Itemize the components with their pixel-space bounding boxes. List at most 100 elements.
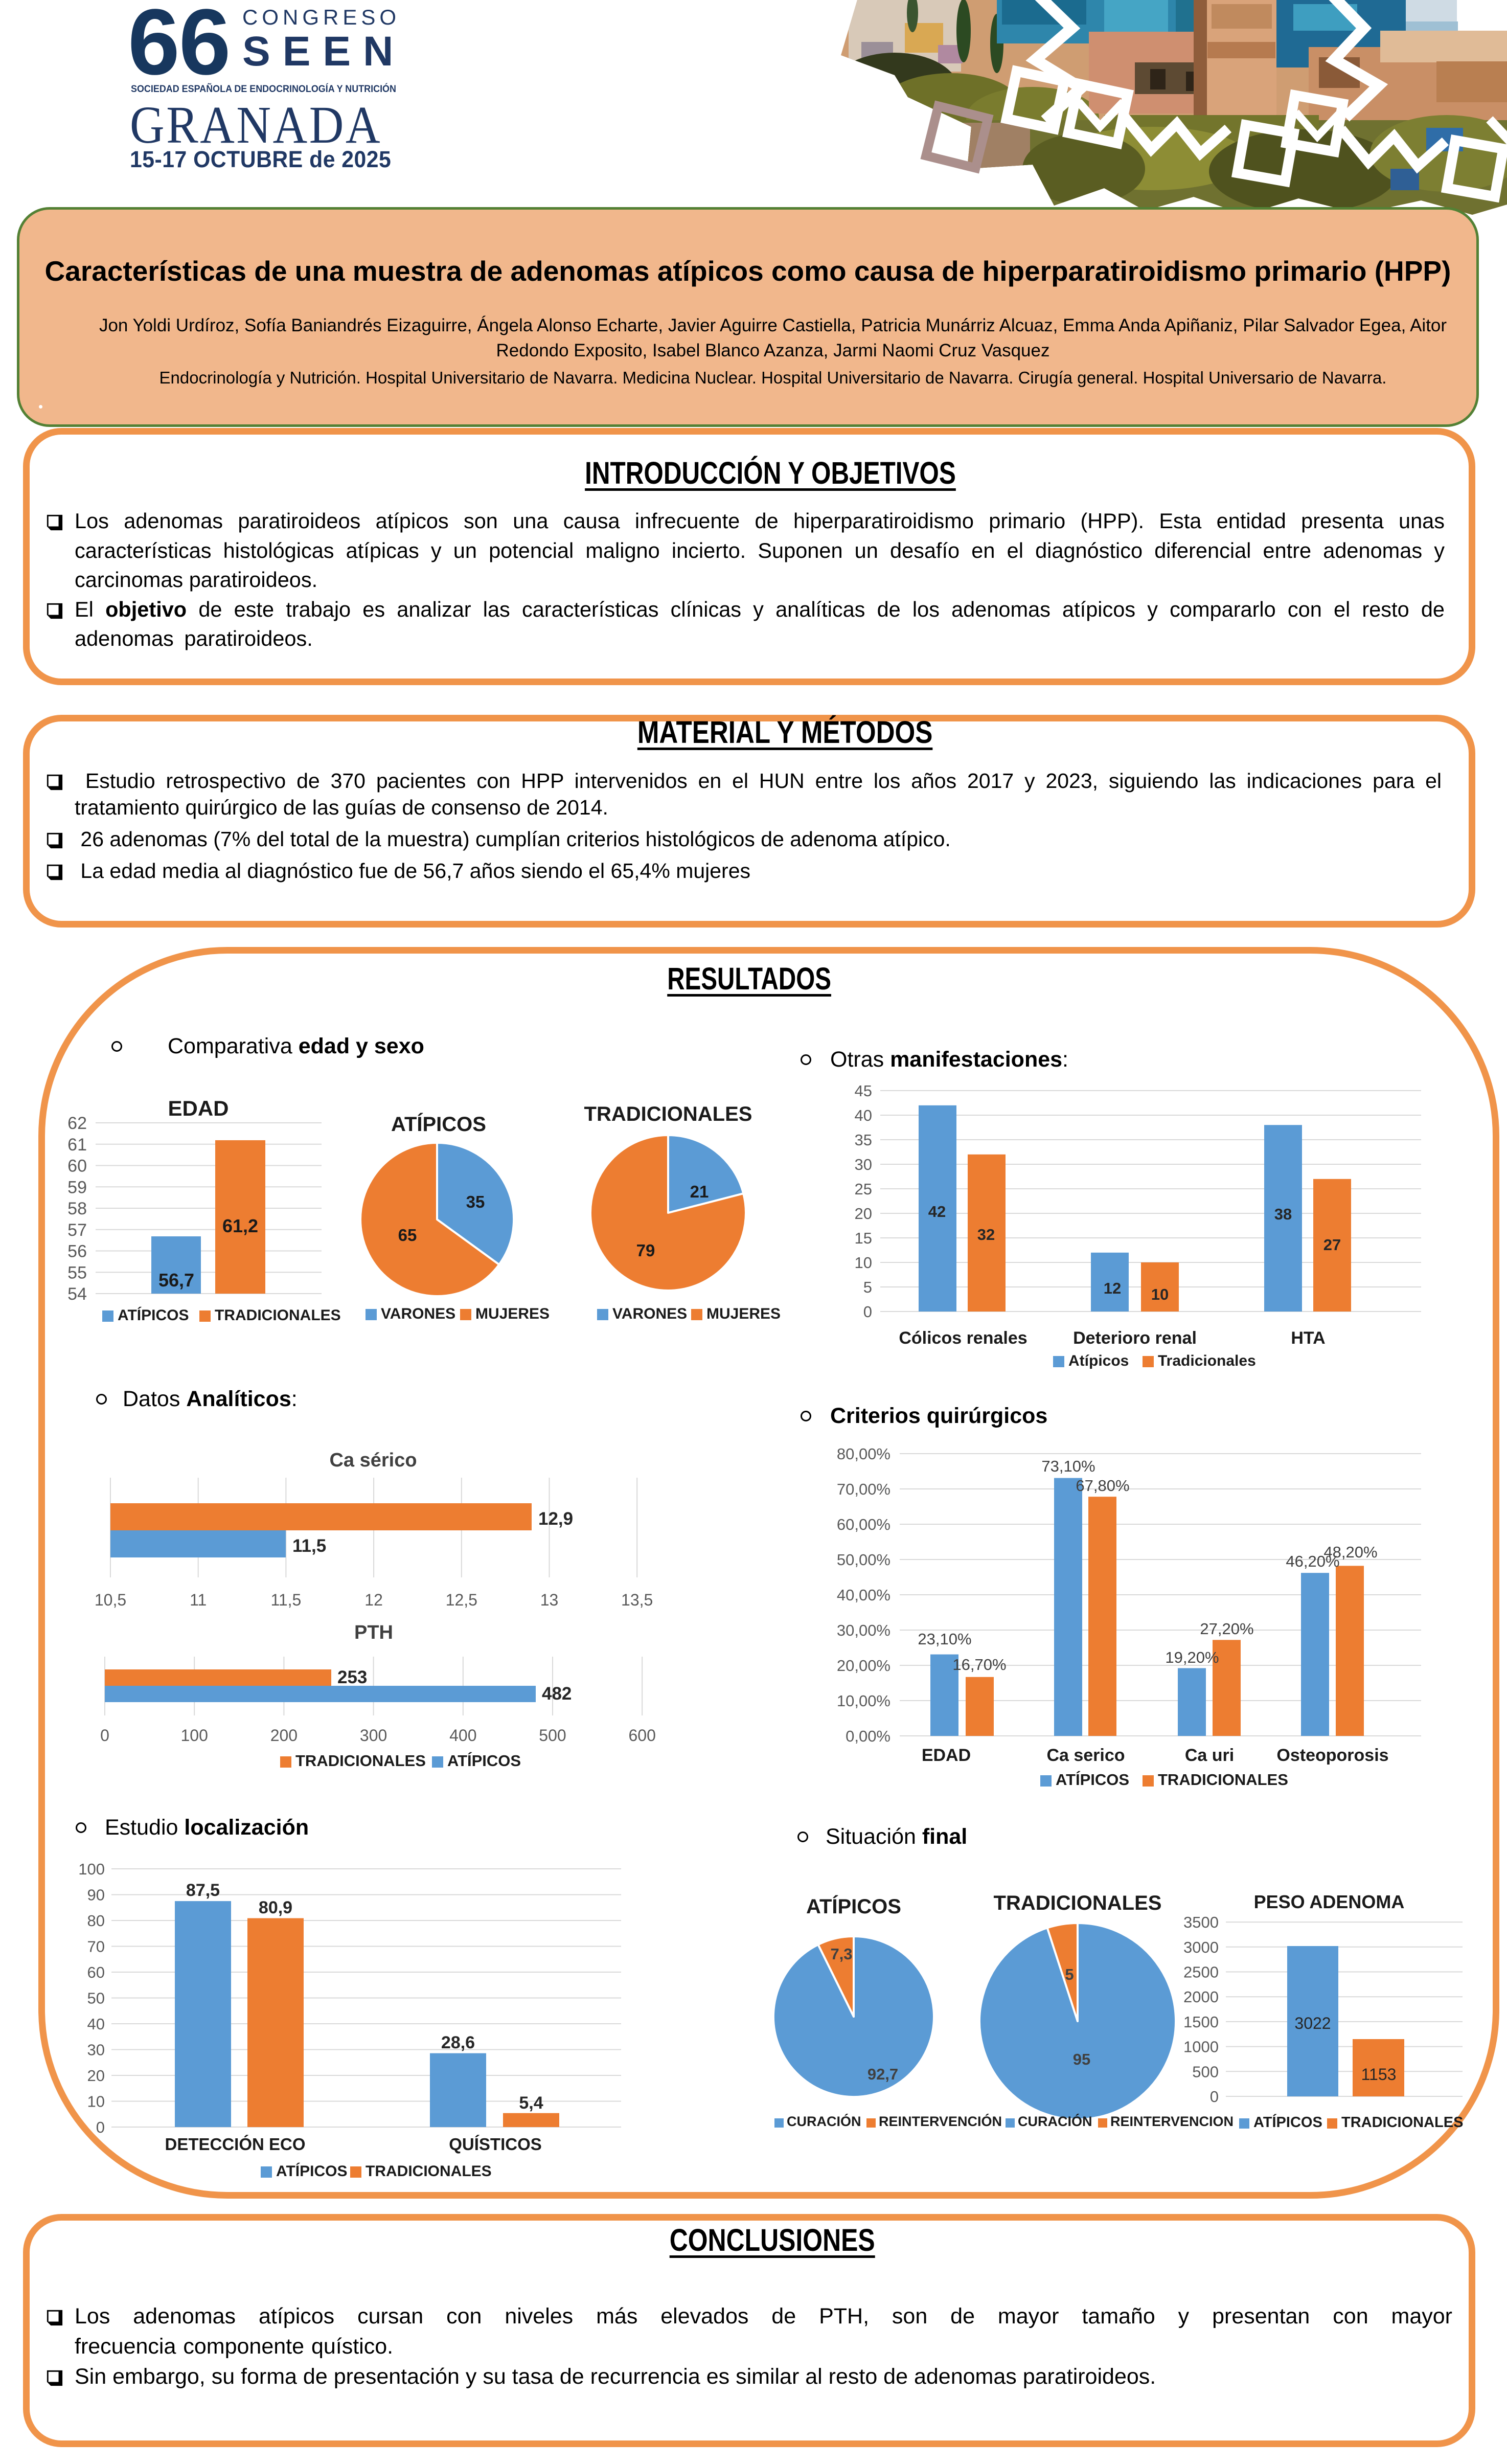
svg-text:58: 58	[67, 1199, 87, 1218]
svg-text:Ca serico: Ca serico	[1046, 1746, 1125, 1765]
svg-text:38: 38	[1274, 1205, 1292, 1223]
svg-text:ATÍPICOS: ATÍPICOS	[1253, 2113, 1322, 2131]
svg-text:Atípicos: Atípicos	[1068, 1352, 1129, 1369]
svg-text:30,00%: 30,00%	[837, 1621, 890, 1639]
svg-text:11,5: 11,5	[270, 1591, 301, 1609]
svg-text:TRADICIONALES: TRADICIONALES	[295, 1752, 426, 1770]
svg-text:10: 10	[855, 1254, 872, 1272]
svg-text:400: 400	[449, 1726, 476, 1745]
svg-text:482: 482	[542, 1684, 572, 1704]
svg-text:12,9: 12,9	[538, 1509, 573, 1529]
svg-text:Cólicos renales: Cólicos renales	[899, 1328, 1027, 1348]
svg-text:56: 56	[67, 1242, 87, 1261]
svg-text:5: 5	[863, 1278, 872, 1296]
svg-text:95: 95	[1073, 2050, 1090, 2068]
svg-text:VARONES: VARONES	[381, 1305, 455, 1322]
svg-text:PESO ADENOMA: PESO ADENOMA	[1254, 1891, 1405, 1912]
svg-text:Deterioro renal: Deterioro renal	[1073, 1328, 1197, 1348]
svg-text:HTA: HTA	[1291, 1328, 1325, 1348]
svg-text:79: 79	[636, 1241, 655, 1260]
svg-text:11,5: 11,5	[292, 1536, 326, 1556]
svg-text:ATÍPICOS: ATÍPICOS	[118, 1306, 189, 1324]
svg-text:500: 500	[539, 1726, 566, 1745]
svg-text:16,70%: 16,70%	[952, 1656, 1006, 1674]
svg-text:0,00%: 0,00%	[846, 1727, 890, 1745]
svg-text:42: 42	[928, 1203, 946, 1220]
svg-text:300: 300	[360, 1726, 387, 1745]
svg-text:54: 54	[67, 1284, 87, 1304]
svg-text:20: 20	[87, 2067, 105, 2085]
svg-text:15: 15	[855, 1229, 872, 1247]
svg-text:CURACIÓN: CURACIÓN	[787, 2113, 861, 2129]
svg-text:0: 0	[863, 1303, 872, 1321]
svg-text:1500: 1500	[1183, 2013, 1219, 2031]
svg-text:20: 20	[855, 1205, 872, 1223]
svg-text:10: 10	[1151, 1285, 1169, 1303]
svg-text:REINTERVENCION: REINTERVENCION	[1110, 2114, 1234, 2129]
svg-text:2500: 2500	[1183, 1963, 1219, 1981]
svg-text:ATÍPICOS: ATÍPICOS	[806, 1895, 901, 1918]
svg-text:61,2: 61,2	[222, 1215, 258, 1236]
svg-text:500: 500	[1192, 2063, 1219, 2081]
svg-text:DETECCIÓN ECO: DETECCIÓN ECO	[165, 2135, 305, 2154]
svg-text:0: 0	[1210, 2088, 1219, 2106]
svg-text:QUÍSTICOS: QUÍSTICOS	[449, 2135, 542, 2154]
svg-text:80,00%: 80,00%	[837, 1445, 890, 1463]
svg-text:92,7: 92,7	[867, 2065, 898, 2083]
svg-text:0: 0	[100, 1726, 109, 1745]
svg-text:3022: 3022	[1294, 2014, 1331, 2032]
svg-text:73,10%: 73,10%	[1041, 1457, 1095, 1475]
svg-text:Ca uri: Ca uri	[1185, 1746, 1234, 1765]
svg-text:ATÍPICOS: ATÍPICOS	[447, 1752, 521, 1770]
svg-text:30: 30	[87, 2041, 105, 2059]
svg-text:28,6: 28,6	[441, 2033, 475, 2052]
svg-text:10,5: 10,5	[95, 1591, 126, 1609]
svg-text:3000: 3000	[1183, 1938, 1219, 1956]
svg-text:TRADICIONALES: TRADICIONALES	[215, 1307, 341, 1324]
svg-text:MUJERES: MUJERES	[706, 1305, 781, 1322]
svg-text:200: 200	[270, 1726, 298, 1745]
svg-text:25: 25	[855, 1180, 872, 1198]
svg-text:1000: 1000	[1183, 2038, 1219, 2056]
svg-text:CURACIÓN: CURACIÓN	[1018, 2113, 1092, 2129]
svg-text:TRADICIONALES: TRADICIONALES	[1158, 1771, 1288, 1789]
svg-text:TRADICIONALES: TRADICIONALES	[994, 1892, 1162, 1914]
svg-text:11: 11	[190, 1591, 207, 1609]
svg-text:48,20%: 48,20%	[1323, 1543, 1377, 1561]
svg-text:50: 50	[87, 1990, 105, 2007]
svg-text:TRADICIONALES: TRADICIONALES	[584, 1103, 752, 1125]
svg-text:253: 253	[337, 1667, 367, 1687]
svg-text:ATÍPICOS: ATÍPICOS	[391, 1113, 486, 1136]
svg-text:Osteoporosis: Osteoporosis	[1276, 1746, 1388, 1765]
svg-text:70,00%: 70,00%	[837, 1480, 890, 1498]
svg-text:60: 60	[67, 1157, 87, 1176]
svg-text:MUJERES: MUJERES	[475, 1305, 550, 1322]
svg-text:PTH: PTH	[354, 1622, 393, 1643]
svg-text:80: 80	[87, 1912, 105, 1930]
svg-text:65: 65	[398, 1226, 417, 1245]
svg-text:ATÍPICOS: ATÍPICOS	[276, 2162, 347, 2180]
svg-text:27: 27	[1323, 1236, 1341, 1254]
svg-text:40: 40	[87, 2015, 105, 2033]
svg-text:19,20%: 19,20%	[1165, 1648, 1219, 1666]
svg-text:100: 100	[181, 1726, 208, 1745]
svg-text:35: 35	[855, 1131, 872, 1149]
svg-text:30: 30	[855, 1156, 872, 1173]
svg-text:13,5: 13,5	[621, 1591, 653, 1609]
svg-text:67,80%: 67,80%	[1076, 1477, 1129, 1495]
svg-text:40,00%: 40,00%	[837, 1586, 890, 1604]
svg-text:40: 40	[855, 1106, 872, 1124]
svg-text:1153: 1153	[1361, 2065, 1397, 2084]
svg-text:60,00%: 60,00%	[837, 1516, 890, 1533]
svg-text:80,9: 80,9	[259, 1898, 292, 1917]
svg-text:12,5: 12,5	[446, 1591, 477, 1609]
svg-text:50,00%: 50,00%	[837, 1551, 890, 1569]
svg-text:56,7: 56,7	[158, 1270, 194, 1291]
svg-text:10,00%: 10,00%	[837, 1692, 890, 1710]
svg-text:13: 13	[540, 1591, 559, 1609]
svg-text:10: 10	[87, 2093, 105, 2111]
svg-text:59: 59	[67, 1178, 87, 1197]
svg-text:46,20%: 46,20%	[1286, 1552, 1339, 1570]
svg-text:35: 35	[466, 1192, 485, 1211]
svg-text:5: 5	[1065, 1965, 1074, 1983]
